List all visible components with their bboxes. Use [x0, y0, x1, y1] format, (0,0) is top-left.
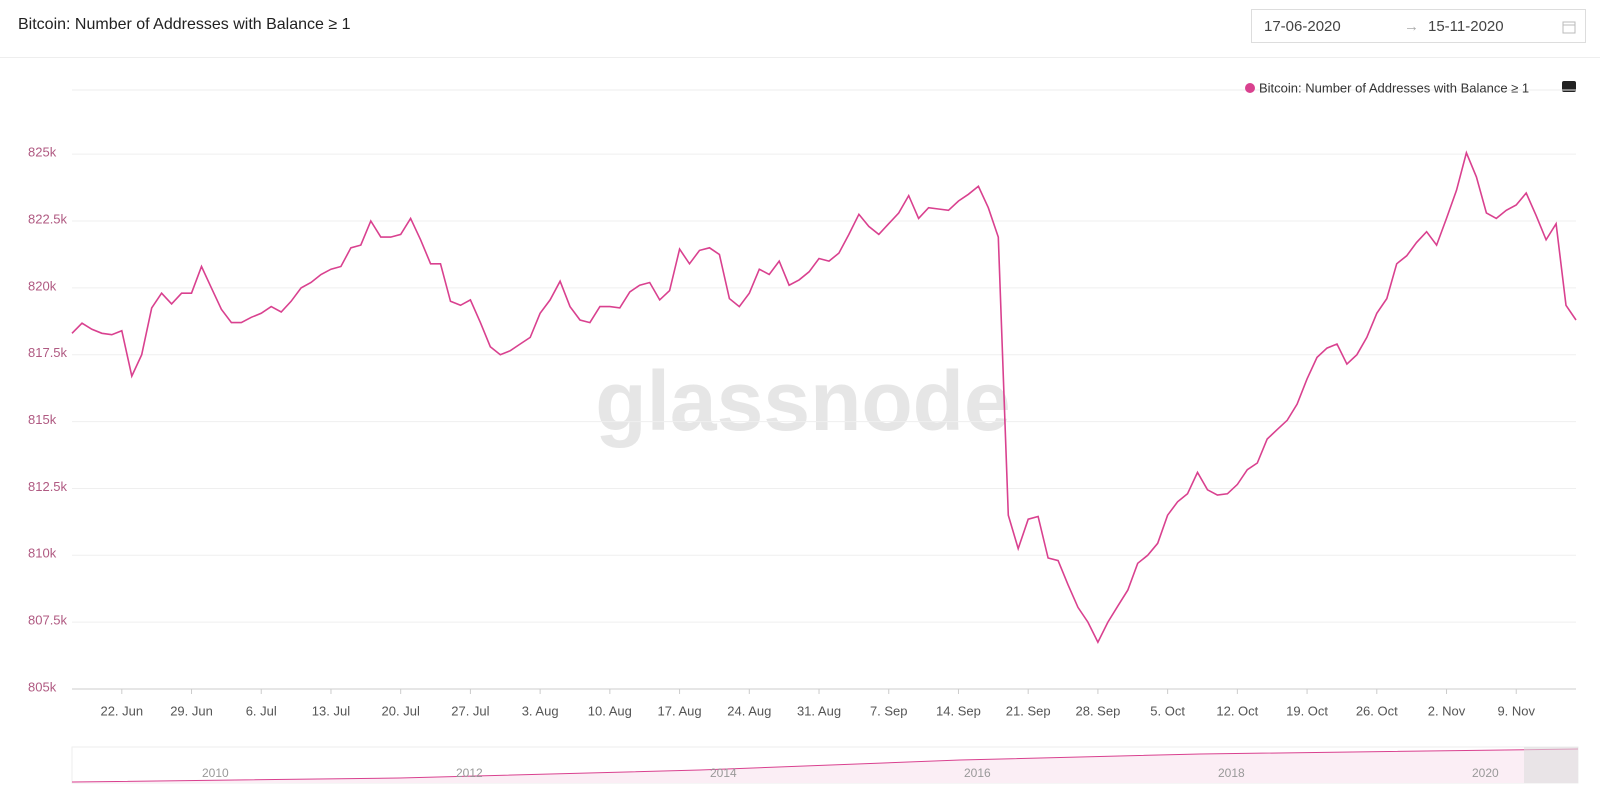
navigator-label: 2010 [202, 766, 229, 780]
date-from[interactable]: 17-06-2020 [1264, 18, 1341, 35]
date-to[interactable]: 15-11-2020 [1428, 18, 1504, 35]
x-tick-label: 12. Oct [1216, 703, 1258, 718]
x-tick-label: 14. Sep [936, 703, 981, 718]
x-tick-label: 29. Jun [170, 703, 213, 718]
navigator-selection[interactable] [1524, 747, 1578, 783]
y-tick-label: 812.5k [28, 479, 68, 494]
y-tick-label: 815k [28, 412, 57, 427]
x-tick-label: 3. Aug [522, 703, 559, 718]
x-tick-label: 6. Jul [246, 703, 277, 718]
y-tick-label: 820k [28, 278, 57, 293]
y-tick-label: 807.5k [28, 613, 68, 628]
legend-label: Bitcoin: Number of Addresses with Balanc… [1259, 80, 1529, 95]
divider [0, 57, 1600, 58]
x-tick-label: 27. Jul [451, 703, 489, 718]
date-range-picker[interactable]: 17-06-2020 → 15-11-2020 [1251, 9, 1586, 43]
navigator: 2010 2012 2014 2016 2018 2020 [71, 746, 1579, 784]
y-tick-label: 822.5k [28, 211, 68, 226]
y-tick-label: 825k [28, 145, 57, 160]
x-tick-label: 26. Oct [1356, 703, 1398, 718]
x-tick-label: 24. Aug [727, 703, 771, 718]
navigator-label: 2018 [1218, 766, 1245, 780]
y-tick-label: 805k [28, 679, 57, 694]
y-tick-label: 817.5k [28, 345, 68, 360]
series-line [71, 150, 1577, 644]
navigator-area [72, 749, 1578, 783]
x-tick-label: 31. Aug [797, 703, 841, 718]
page-title: Bitcoin: Number of Addresses with Balanc… [18, 16, 351, 33]
arrow: → [1404, 18, 1419, 35]
navigator-label: 2012 [456, 766, 483, 780]
x-tick-label: 28. Sep [1075, 703, 1120, 718]
legend-swatch [1245, 83, 1255, 93]
x-tick-label: 9. Nov [1497, 703, 1535, 718]
x-tick-label: 5. Oct [1150, 703, 1185, 718]
navigator-label: 2016 [964, 766, 991, 780]
watermark: glassnode [595, 354, 1010, 448]
x-tick-label: 7. Sep [870, 703, 908, 718]
navigator-label: 2014 [710, 766, 737, 780]
navigator-label: 2020 [1472, 766, 1499, 780]
x-tick-label: 13. Jul [312, 703, 350, 718]
x-tick-label: 20. Jul [382, 703, 420, 718]
camera-icon[interactable] [1562, 81, 1576, 92]
x-tick-label: 21. Sep [1006, 703, 1051, 718]
y-tick-label: 810k [28, 546, 57, 561]
navigator-line [71, 748, 1579, 783]
x-tick-label: 19. Oct [1286, 703, 1328, 718]
x-tick-label: 22. Jun [100, 703, 143, 718]
x-tick-label: 10. Aug [588, 703, 632, 718]
calendar-icon[interactable] [1562, 20, 1576, 34]
x-tick-label: 2. Nov [1428, 703, 1466, 718]
x-tick-label: 17. Aug [658, 703, 702, 718]
